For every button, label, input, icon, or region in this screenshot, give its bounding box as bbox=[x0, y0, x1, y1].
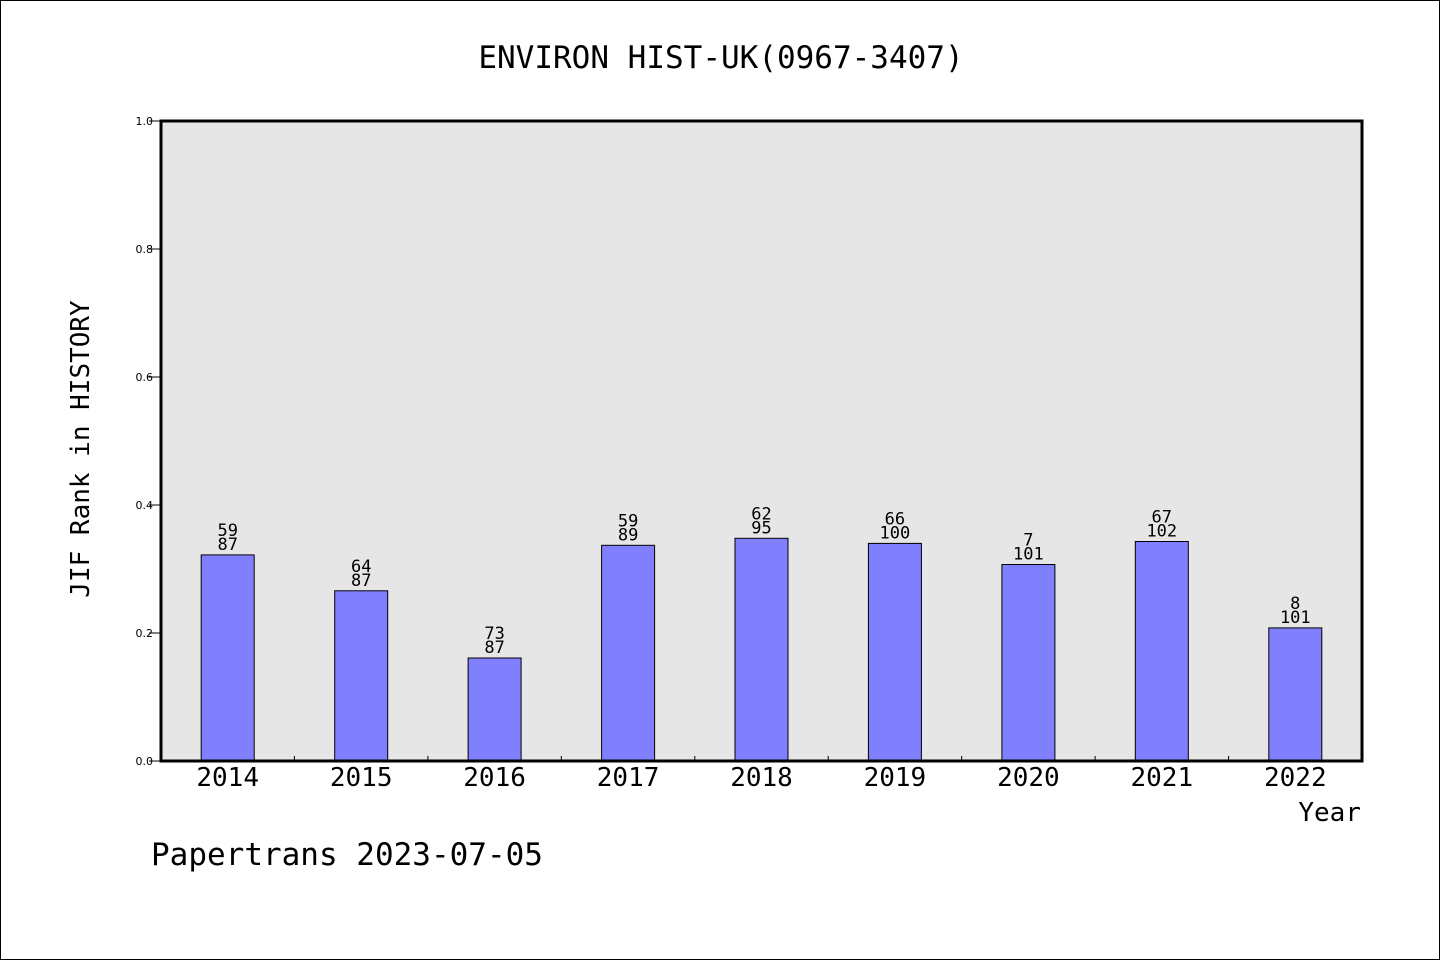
footer-credit: Papertrans 2023-07-05 bbox=[151, 837, 543, 873]
bar-label-total-2014: 87 bbox=[217, 535, 237, 555]
x-tick-label-2022: 2022 bbox=[1264, 763, 1327, 793]
bar-label-total-2018: 95 bbox=[751, 518, 771, 538]
chart-title: ENVIRON HIST-UK(0967-3407) bbox=[478, 40, 963, 76]
bar-label-total-2022: 101 bbox=[1280, 608, 1311, 628]
bar-2019 bbox=[867, 542, 922, 762]
y-tick-label: 0.6 bbox=[136, 371, 154, 384]
x-tick-label-2016: 2016 bbox=[463, 763, 526, 793]
x-tick-label-2021: 2021 bbox=[1130, 763, 1193, 793]
x-tick-label-2020: 2020 bbox=[997, 763, 1060, 793]
bar-label-total-2015: 87 bbox=[351, 571, 371, 591]
bar-label-rank-2020: 7 bbox=[1023, 531, 1033, 551]
bar-2018 bbox=[734, 537, 789, 762]
bar-label-total-2017: 89 bbox=[618, 525, 638, 545]
bar-label-total-2016: 87 bbox=[484, 638, 504, 658]
x-tick-label-2014: 2014 bbox=[196, 763, 259, 793]
bar-label-rank-2015: 64 bbox=[351, 557, 371, 577]
x-tick-label-2017: 2017 bbox=[597, 763, 660, 793]
bar-2017 bbox=[601, 544, 656, 762]
x-axis-label: Year bbox=[1298, 798, 1361, 828]
bar-2016 bbox=[467, 657, 522, 762]
y-axis-label: JIF Rank in HISTORY bbox=[66, 300, 96, 598]
x-tick-label-2018: 2018 bbox=[730, 763, 793, 793]
bars-group bbox=[200, 537, 1323, 762]
bar-label-rank-2019: 66 bbox=[885, 509, 905, 529]
bar-label-total-2019: 100 bbox=[880, 523, 911, 543]
bar-label-total-2020: 101 bbox=[1013, 545, 1044, 565]
y-tick-label: 0.4 bbox=[136, 499, 154, 512]
x-tick-label-2019: 2019 bbox=[864, 763, 927, 793]
x-tick-label-2015: 2015 bbox=[330, 763, 393, 793]
bar-2020 bbox=[1001, 564, 1056, 762]
bar-label-total-2021: 102 bbox=[1146, 522, 1177, 542]
y-tick-label: 1.0 bbox=[136, 115, 154, 128]
bar-2015 bbox=[334, 590, 389, 762]
y-tick-label: 0.8 bbox=[136, 243, 154, 256]
bar-2021 bbox=[1134, 541, 1189, 762]
bar-label-rank-2022: 8 bbox=[1290, 594, 1300, 614]
bar-label-rank-2021: 67 bbox=[1152, 508, 1172, 528]
y-tick-label: 0.2 bbox=[136, 627, 154, 640]
bar-label-rank-2016: 73 bbox=[484, 624, 504, 644]
y-tick-label: 0.0 bbox=[136, 755, 154, 768]
plot-frame bbox=[159, 119, 1364, 763]
bar-2022 bbox=[1268, 627, 1323, 762]
bar-label-rank-2017: 59 bbox=[618, 511, 638, 531]
bar-2014 bbox=[200, 554, 255, 762]
axis-ticks-group: 2014 2015 2016 2017 2018 2019 2020 2021 2022 0.0 0… bbox=[136, 115, 1327, 793]
bar-label-rank-2014: 59 bbox=[217, 521, 237, 541]
bar-label-rank-2018: 62 bbox=[751, 504, 771, 524]
